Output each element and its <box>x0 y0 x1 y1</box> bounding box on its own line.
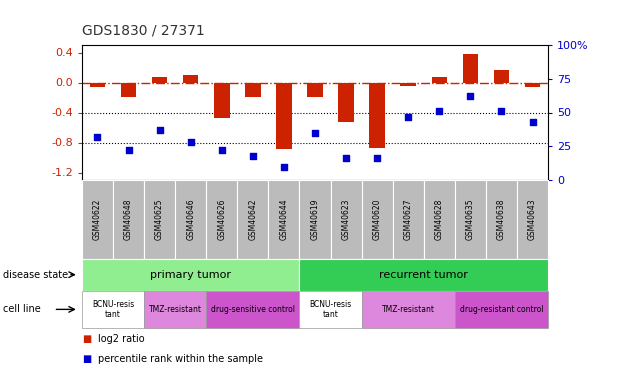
Point <box>466 93 476 99</box>
Bar <box>432 77 447 82</box>
Text: GSM40622: GSM40622 <box>93 199 102 240</box>
Text: GSM40648: GSM40648 <box>124 199 133 240</box>
Text: percentile rank within the sample: percentile rank within the sample <box>98 354 263 364</box>
Bar <box>214 82 229 118</box>
Text: GSM40620: GSM40620 <box>373 199 382 240</box>
Bar <box>369 82 385 148</box>
Text: primary tumor: primary tumor <box>150 270 231 280</box>
Bar <box>89 82 105 87</box>
Text: disease state: disease state <box>3 270 68 280</box>
Point <box>248 153 258 159</box>
Bar <box>494 70 509 82</box>
Point <box>403 114 413 120</box>
Text: GSM40638: GSM40638 <box>497 199 506 240</box>
Point <box>93 134 103 140</box>
Point <box>496 108 507 114</box>
Text: GDS1830 / 27371: GDS1830 / 27371 <box>82 24 205 38</box>
Text: GSM40635: GSM40635 <box>466 199 475 240</box>
Text: BCNU-resis
tant: BCNU-resis tant <box>92 300 134 319</box>
Bar <box>276 82 292 148</box>
Text: GSM40628: GSM40628 <box>435 199 444 240</box>
Bar <box>121 82 136 97</box>
Text: GSM40642: GSM40642 <box>248 199 257 240</box>
Bar <box>183 75 198 82</box>
Bar <box>525 82 541 87</box>
Bar <box>152 77 168 82</box>
Text: ■: ■ <box>82 334 91 344</box>
Text: TMZ-resistant: TMZ-resistant <box>382 305 435 314</box>
Bar <box>338 82 354 122</box>
Text: TMZ-resistant: TMZ-resistant <box>149 305 202 314</box>
Text: GSM40626: GSM40626 <box>217 199 226 240</box>
Point <box>123 147 134 153</box>
Text: GSM40619: GSM40619 <box>311 199 319 240</box>
Text: GSM40646: GSM40646 <box>186 199 195 240</box>
Point <box>310 130 320 136</box>
Point <box>217 147 227 153</box>
Point <box>434 108 444 114</box>
Point <box>154 127 164 133</box>
Text: cell line: cell line <box>3 304 41 314</box>
Point <box>372 155 382 161</box>
Text: BCNU-resis
tant: BCNU-resis tant <box>309 300 352 319</box>
Point <box>186 139 196 145</box>
Point <box>341 155 351 161</box>
Text: recurrent tumor: recurrent tumor <box>379 270 468 280</box>
Text: GSM40644: GSM40644 <box>280 199 289 240</box>
Text: drug-sensitive control: drug-sensitive control <box>211 305 295 314</box>
Point <box>527 119 537 125</box>
Text: GSM40623: GSM40623 <box>341 199 350 240</box>
Text: drug-resistant control: drug-resistant control <box>460 305 543 314</box>
Text: GSM40643: GSM40643 <box>528 199 537 240</box>
Point <box>279 164 289 170</box>
Bar <box>401 82 416 86</box>
Text: GSM40627: GSM40627 <box>404 199 413 240</box>
Text: log2 ratio: log2 ratio <box>98 334 144 344</box>
Text: ■: ■ <box>82 354 91 364</box>
Bar <box>245 82 261 97</box>
Text: GSM40625: GSM40625 <box>155 199 164 240</box>
Bar <box>307 82 323 97</box>
Bar <box>462 54 478 82</box>
